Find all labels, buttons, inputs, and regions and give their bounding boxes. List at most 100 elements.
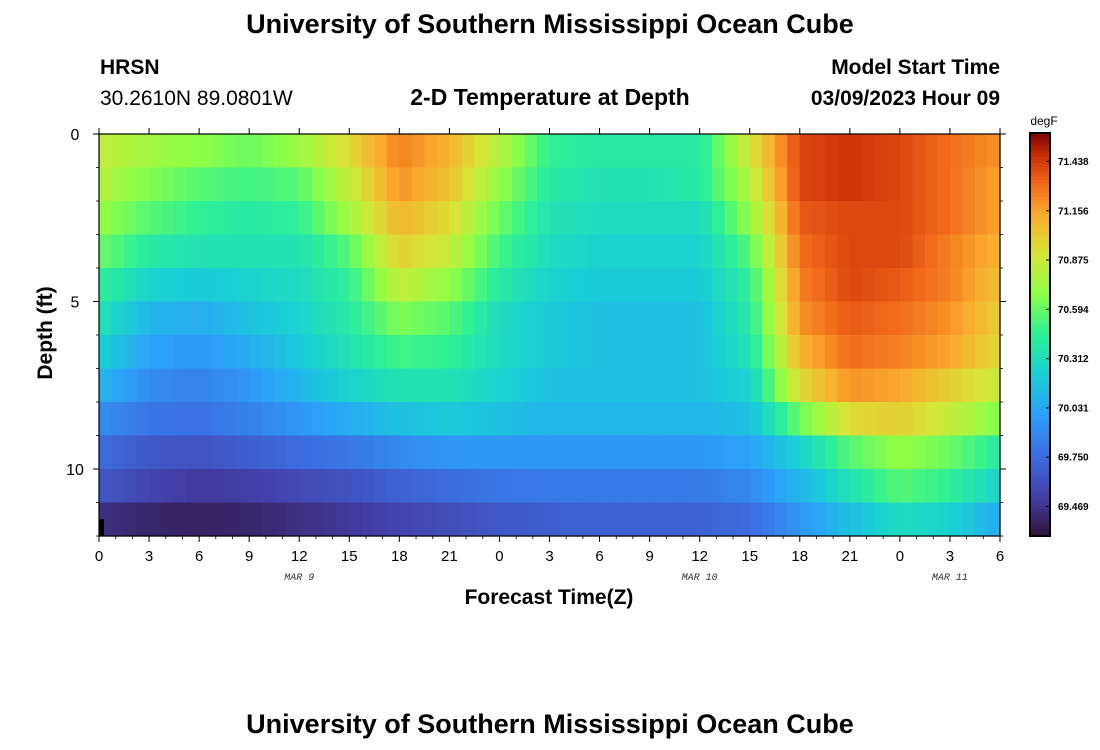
heatmap-cell [724,335,738,370]
heatmap-cell [124,435,138,470]
heatmap-cell [624,134,638,169]
heatmap-cell [124,301,138,336]
colorbar-segment [1030,515,1050,520]
colorbar-segment [1030,361,1050,366]
heatmap-cell [386,368,400,403]
heatmap-cell [361,368,375,403]
heatmap-cell [724,502,738,537]
heatmap-cell [536,167,551,202]
heatmap-cell [199,268,213,303]
heatmap-cell [299,268,313,303]
heatmap-cell [161,335,175,370]
heatmap-cell [199,469,213,504]
heatmap-cell [699,234,713,269]
colorbar-segment [1030,452,1050,456]
heatmap-cell [824,201,838,236]
heatmap-cell [787,234,801,269]
heatmap-cell [124,368,138,403]
colorbar-segment [1030,183,1050,188]
heatmap-cell [486,335,501,370]
heatmap-cell [712,234,726,269]
model-start-value: 03/09/2023 Hour 09 [810,87,1000,110]
heatmap-cell [286,502,300,537]
heatmap-cell [261,335,275,370]
heatmap-cell [799,268,813,303]
colorbar-segment [1030,247,1050,252]
heatmap-cell [149,268,163,303]
heatmap-cell [624,301,638,336]
heatmap-cell [624,502,638,537]
heatmap-cell [562,301,576,336]
heatmap-cell [111,502,125,537]
heatmap-cell [361,201,375,236]
heatmap-cell [749,502,763,537]
heatmap-cell [286,335,300,370]
heatmap-cell [987,167,1001,202]
heatmap-cell [486,368,501,403]
heatmap-cell [361,435,375,470]
date-label: MAR 10 [682,573,718,584]
heatmap-cell [111,301,125,336]
heatmap-cell [737,234,751,269]
heatmap-cell [349,469,363,504]
colorbar-segment [1030,206,1050,211]
x-tick-label: 9 [645,548,653,565]
heatmap-cell [912,368,926,403]
heatmap-cell [524,268,538,303]
heatmap-cell [824,234,838,269]
heatmap-cell [899,167,913,202]
heatmap-cell [174,502,188,537]
heatmap-cell [799,402,813,437]
heatmap-cell [99,167,113,202]
heatmap-cell [874,335,888,370]
heatmap-cell [887,167,901,202]
heatmap-cell [486,435,501,470]
heatmap-cell [199,301,213,336]
heatmap-cell [524,167,538,202]
heatmap-cell [361,335,375,370]
heatmap-cell [899,469,913,504]
colorbar-segment [1030,358,1050,362]
heatmap-cell [211,268,225,303]
heatmap-cell [849,167,863,202]
heatmap-cell [749,335,763,370]
heatmap-cell [149,167,163,202]
heatmap-cell [824,134,838,169]
heatmap-cell [336,335,350,370]
heatmap-cell [637,469,651,504]
heatmap-cell [286,201,300,236]
heatmap-cell [186,167,200,202]
heatmap-cell [937,167,951,202]
heatmap-cell [799,435,813,470]
heatmap-cell [849,268,863,303]
heatmap-cell [699,134,713,169]
heatmap-cell [386,167,400,202]
heatmap-cell [536,301,551,336]
colorbar-segment [1030,421,1050,426]
heatmap-cell [762,234,776,269]
heatmap-cell [524,368,538,403]
heatmap-cell [274,167,288,202]
heatmap-cell [199,335,213,370]
heatmap-cell [211,335,225,370]
heatmap-cell [662,435,676,470]
colorbar-segment [1030,136,1050,141]
heatmap-cell [724,435,738,470]
heatmap-cell [211,435,225,470]
heatmap-cell [824,301,838,336]
x-tick-label: 3 [145,548,153,565]
heatmap-cell [299,167,313,202]
colorbar-segment [1030,364,1050,369]
colorbar-segment [1030,270,1050,275]
heatmap-cell [174,234,188,269]
heatmap-cell [649,234,663,269]
heatmap-cell [799,167,813,202]
heatmap-cell [349,435,363,470]
heatmap-cell [161,201,175,236]
heatmap-cell [749,134,763,169]
heatmap-cell [286,368,300,403]
colorbar-segment [1030,314,1050,319]
heatmap-cell [849,234,863,269]
colorbar-segment [1030,418,1050,423]
heatmap-cell [824,502,838,537]
